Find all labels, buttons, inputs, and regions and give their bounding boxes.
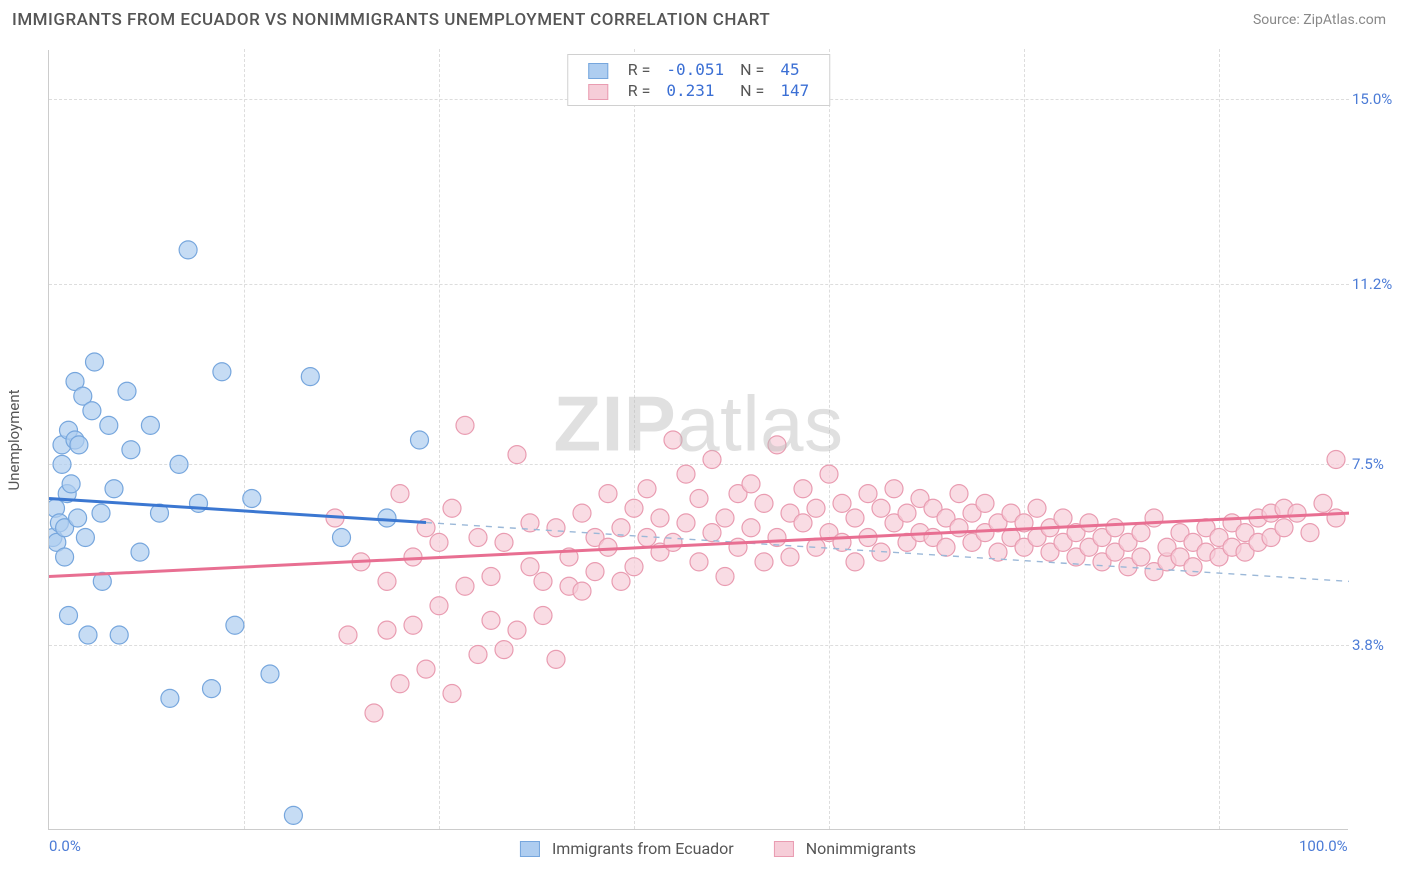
trend-lines	[49, 50, 1349, 830]
y-tick-label: 7.5%	[1352, 455, 1398, 473]
legend-label-nonimmigrants: Nonimmigrants	[806, 839, 916, 858]
legend-label-immigrants: Immigrants from Ecuador	[552, 839, 734, 858]
plot-wrap: Unemployment ZIPatlas R = -0.051 N = 45 …	[48, 50, 1388, 830]
y-tick-label: 3.8%	[1352, 636, 1398, 654]
x-tick-label: 0.0%	[49, 837, 81, 855]
swatch-immigrants-bottom	[520, 841, 540, 857]
x-tick-label: 100.0%	[1299, 837, 1348, 855]
r-value-immigrants: -0.051	[658, 59, 732, 80]
legend-stats: R = -0.051 N = 45 R = 0.231 N = 147	[567, 54, 830, 106]
y-axis-label: Unemployment	[5, 389, 23, 490]
legend-item-nonimmigrants: Nonimmigrants	[774, 839, 916, 858]
legend-bottom: Immigrants from Ecuador Nonimmigrants	[520, 839, 916, 858]
r-value-nonimmigrants: 0.231	[658, 80, 732, 101]
swatch-immigrants	[588, 63, 608, 79]
swatch-nonimmigrants-bottom	[774, 841, 794, 857]
plot-area: ZIPatlas R = -0.051 N = 45 R = 0.231 N =…	[48, 50, 1348, 830]
swatch-nonimmigrants	[588, 84, 608, 100]
title-bar: IMMIGRANTS FROM ECUADOR VS NONIMMIGRANTS…	[0, 0, 1406, 36]
chart-title: IMMIGRANTS FROM ECUADOR VS NONIMMIGRANTS…	[12, 10, 770, 30]
legend-row-immigrants: R = -0.051 N = 45	[580, 59, 817, 80]
n-value-nonimmigrants: 147	[772, 80, 817, 101]
r-label: R =	[620, 59, 659, 80]
legend-row-nonimmigrants: R = 0.231 N = 147	[580, 80, 817, 101]
y-tick-label: 11.2%	[1352, 275, 1398, 293]
source-label: Source: ZipAtlas.com	[1253, 12, 1386, 28]
legend-item-immigrants: Immigrants from Ecuador	[520, 839, 734, 858]
n-label: N =	[732, 59, 772, 80]
y-tick-label: 15.0%	[1352, 90, 1398, 108]
n-value-immigrants: 45	[772, 59, 817, 80]
